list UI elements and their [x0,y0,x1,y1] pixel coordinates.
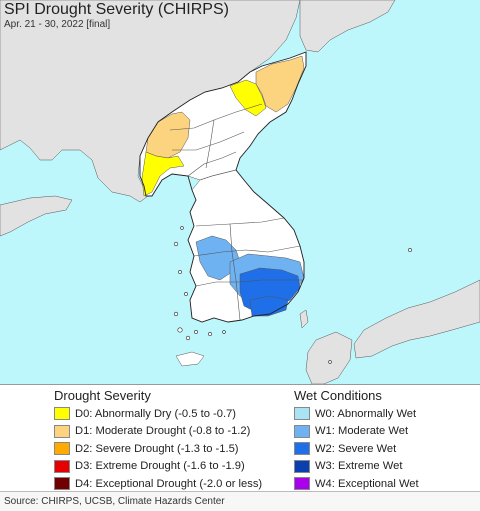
legend-swatch-d4 [54,477,70,491]
map-panel: SPI Drought Severity (CHIRPS) Apr. 21 - … [0,0,480,385]
legend-item-d3: D3: Extreme Drought (-1.6 to -1.9) [54,458,262,476]
jeju-island [175,351,205,367]
d0-northeast-fringe [229,79,267,117]
d0-northwest-fringe [141,151,185,197]
legend-item-w3: W3: Extreme Wet [294,458,419,476]
legend-swatch-w1 [294,424,310,438]
legend-swatch-d3 [54,459,70,473]
legend-item-d4: D4: Exceptional Drought (-2.0 or less) [54,475,262,493]
legend-item-w4: W4: Exceptional Wet [294,475,419,493]
legend-label-d0: D0: Abnormally Dry (-0.5 to -0.7) [75,407,237,420]
china-mainland [0,0,301,203]
legend-swatch-w3 [294,459,310,473]
legend-item-w1: W1: Moderate Wet [294,423,419,441]
legend-item-d2: D2: Severe Drought (-1.3 to -1.5) [54,440,262,458]
d1-northeast-patch [255,55,305,113]
legend-label-d3: D3: Extreme Drought (-1.6 to -1.9) [75,460,245,473]
legend-label-w0: W0: Abnormally Wet [315,407,417,420]
shandong-peninsula [0,195,73,237]
russia-primorye [299,0,396,53]
legend-label-d4: D4: Exceptional Drought (-2.0 or less) [75,477,263,490]
korea-drought-map [0,0,480,385]
legend-swatch-d2 [54,442,70,456]
legend-label-w1: W1: Moderate Wet [315,425,409,438]
legend-item-w2: W2: Severe Wet [294,440,419,458]
japan-honshu [353,279,480,359]
legend-swatch-w2 [294,442,310,456]
legend-label-w4: W4: Exceptional Wet [315,477,419,490]
peninsula-outline [139,51,307,323]
legend-label-d1: D1: Moderate Drought (-0.8 to -1.2) [75,425,251,438]
legend-swatch-w4 [294,477,310,491]
legend-swatch-w0 [294,407,310,421]
wet-legend: W0: Abnormally Wet W1: Moderate Wet W2: … [294,405,419,493]
legend-item-d1: D1: Moderate Drought (-0.8 to -1.2) [54,423,262,441]
legend-label-w2: W2: Severe Wet [315,442,397,455]
legend-label-d2: D2: Severe Drought (-1.3 to -1.5) [75,442,239,455]
legend-item-d0: D0: Abnormally Dry (-0.5 to -0.7) [54,405,262,423]
wet-legend-heading: Wet Conditions [294,388,382,403]
legend-swatch-d1 [54,424,70,438]
tsushima-island [299,309,309,329]
legend-item-w0: W0: Abnormally Wet [294,405,419,423]
source-credit: Source: CHIRPS, UCSB, Climate Hazards Ce… [4,496,225,507]
drought-legend: D0: Abnormally Dry (-0.5 to -0.7) D1: Mo… [54,405,262,493]
w2-coast-patch [249,295,289,317]
coastal-islands [173,226,412,364]
japan-kyushu [305,331,353,385]
source-footer: Source: CHIRPS, UCSB, Climate Hazards Ce… [0,491,480,511]
map-subtitle: Apr. 21 - 30, 2022 [final] [4,19,111,30]
drought-legend-heading: Drought Severity [54,388,151,403]
map-title: SPI Drought Severity (CHIRPS) [4,1,229,18]
legend-swatch-d0 [54,407,70,421]
legend-label-w3: W3: Extreme Wet [315,460,403,473]
province-borders [169,103,302,321]
